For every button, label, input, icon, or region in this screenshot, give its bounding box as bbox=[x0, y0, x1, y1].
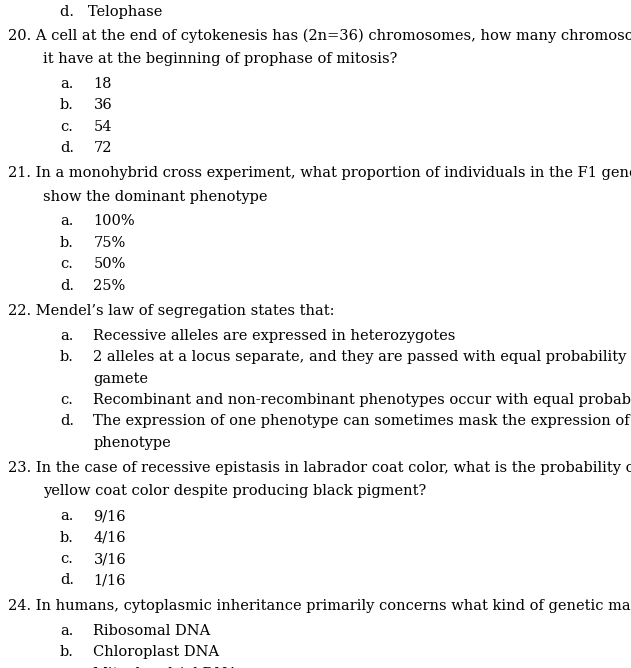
Text: d.: d. bbox=[60, 414, 74, 428]
Text: it have at the beginning of prophase of mitosis?: it have at the beginning of prophase of … bbox=[43, 52, 398, 66]
Text: d.   Telophase: d. Telophase bbox=[60, 5, 162, 19]
Text: a.: a. bbox=[60, 329, 73, 343]
Text: b.: b. bbox=[60, 530, 74, 544]
Text: d.: d. bbox=[60, 573, 74, 587]
Text: 20. A cell at the end of cytokenesis has (2n=36) chromosomes, how many chromosom: 20. A cell at the end of cytokenesis has… bbox=[8, 29, 631, 43]
Text: 21. In a monohybrid cross experiment, what proportion of individuals in the F1 g: 21. In a monohybrid cross experiment, wh… bbox=[8, 166, 631, 180]
Text: Mitochondrial DNA: Mitochondrial DNA bbox=[93, 667, 239, 668]
Text: 36: 36 bbox=[93, 98, 112, 112]
Text: 23. In the case of recessive epistasis in labrador coat color, what is the proba: 23. In the case of recessive epistasis i… bbox=[8, 462, 631, 476]
Text: gamete: gamete bbox=[93, 371, 148, 385]
Text: 22. Mendel’s law of segregation states that:: 22. Mendel’s law of segregation states t… bbox=[8, 304, 334, 318]
Text: c.: c. bbox=[60, 120, 73, 134]
Text: d.: d. bbox=[60, 279, 74, 293]
Text: 75%: 75% bbox=[93, 236, 126, 250]
Text: 2 alleles at a locus separate, and they are passed with equal probability to eac: 2 alleles at a locus separate, and they … bbox=[93, 350, 631, 364]
Text: 4/16: 4/16 bbox=[93, 530, 126, 544]
Text: b.: b. bbox=[60, 645, 74, 659]
Text: c.: c. bbox=[60, 552, 73, 566]
Text: 50%: 50% bbox=[93, 257, 126, 271]
Text: yellow coat color despite producing black pigment?: yellow coat color despite producing blac… bbox=[43, 484, 426, 498]
Text: a.: a. bbox=[60, 214, 73, 228]
Text: 72: 72 bbox=[93, 141, 112, 155]
Text: The expression of one phenotype can sometimes mask the expression of another: The expression of one phenotype can some… bbox=[93, 414, 631, 428]
Text: a.: a. bbox=[60, 77, 73, 91]
Text: show the dominant phenotype: show the dominant phenotype bbox=[43, 190, 268, 204]
Text: d.: d. bbox=[60, 141, 74, 155]
Text: c.: c. bbox=[60, 667, 73, 668]
Text: b.: b. bbox=[60, 350, 74, 364]
Text: 3/16: 3/16 bbox=[93, 552, 126, 566]
Text: Recessive alleles are expressed in heterozygotes: Recessive alleles are expressed in heter… bbox=[93, 329, 456, 343]
Text: Chloroplast DNA: Chloroplast DNA bbox=[93, 645, 220, 659]
Text: Recombinant and non-recombinant phenotypes occur with equal probability: Recombinant and non-recombinant phenotyp… bbox=[93, 393, 631, 407]
Text: 100%: 100% bbox=[93, 214, 135, 228]
Text: b.: b. bbox=[60, 236, 74, 250]
Text: 54: 54 bbox=[93, 120, 112, 134]
Text: c.: c. bbox=[60, 393, 73, 407]
Text: 1/16: 1/16 bbox=[93, 573, 126, 587]
Text: 9/16: 9/16 bbox=[93, 509, 126, 523]
Text: Ribosomal DNA: Ribosomal DNA bbox=[93, 624, 211, 638]
Text: b.: b. bbox=[60, 98, 74, 112]
Text: 25%: 25% bbox=[93, 279, 126, 293]
Text: a.: a. bbox=[60, 509, 73, 523]
Text: c.: c. bbox=[60, 257, 73, 271]
Text: phenotype: phenotype bbox=[93, 436, 171, 450]
Text: 18: 18 bbox=[93, 77, 112, 91]
Text: 24. In humans, cytoplasmic inheritance primarily concerns what kind of genetic m: 24. In humans, cytoplasmic inheritance p… bbox=[8, 599, 631, 613]
Text: a.: a. bbox=[60, 624, 73, 638]
